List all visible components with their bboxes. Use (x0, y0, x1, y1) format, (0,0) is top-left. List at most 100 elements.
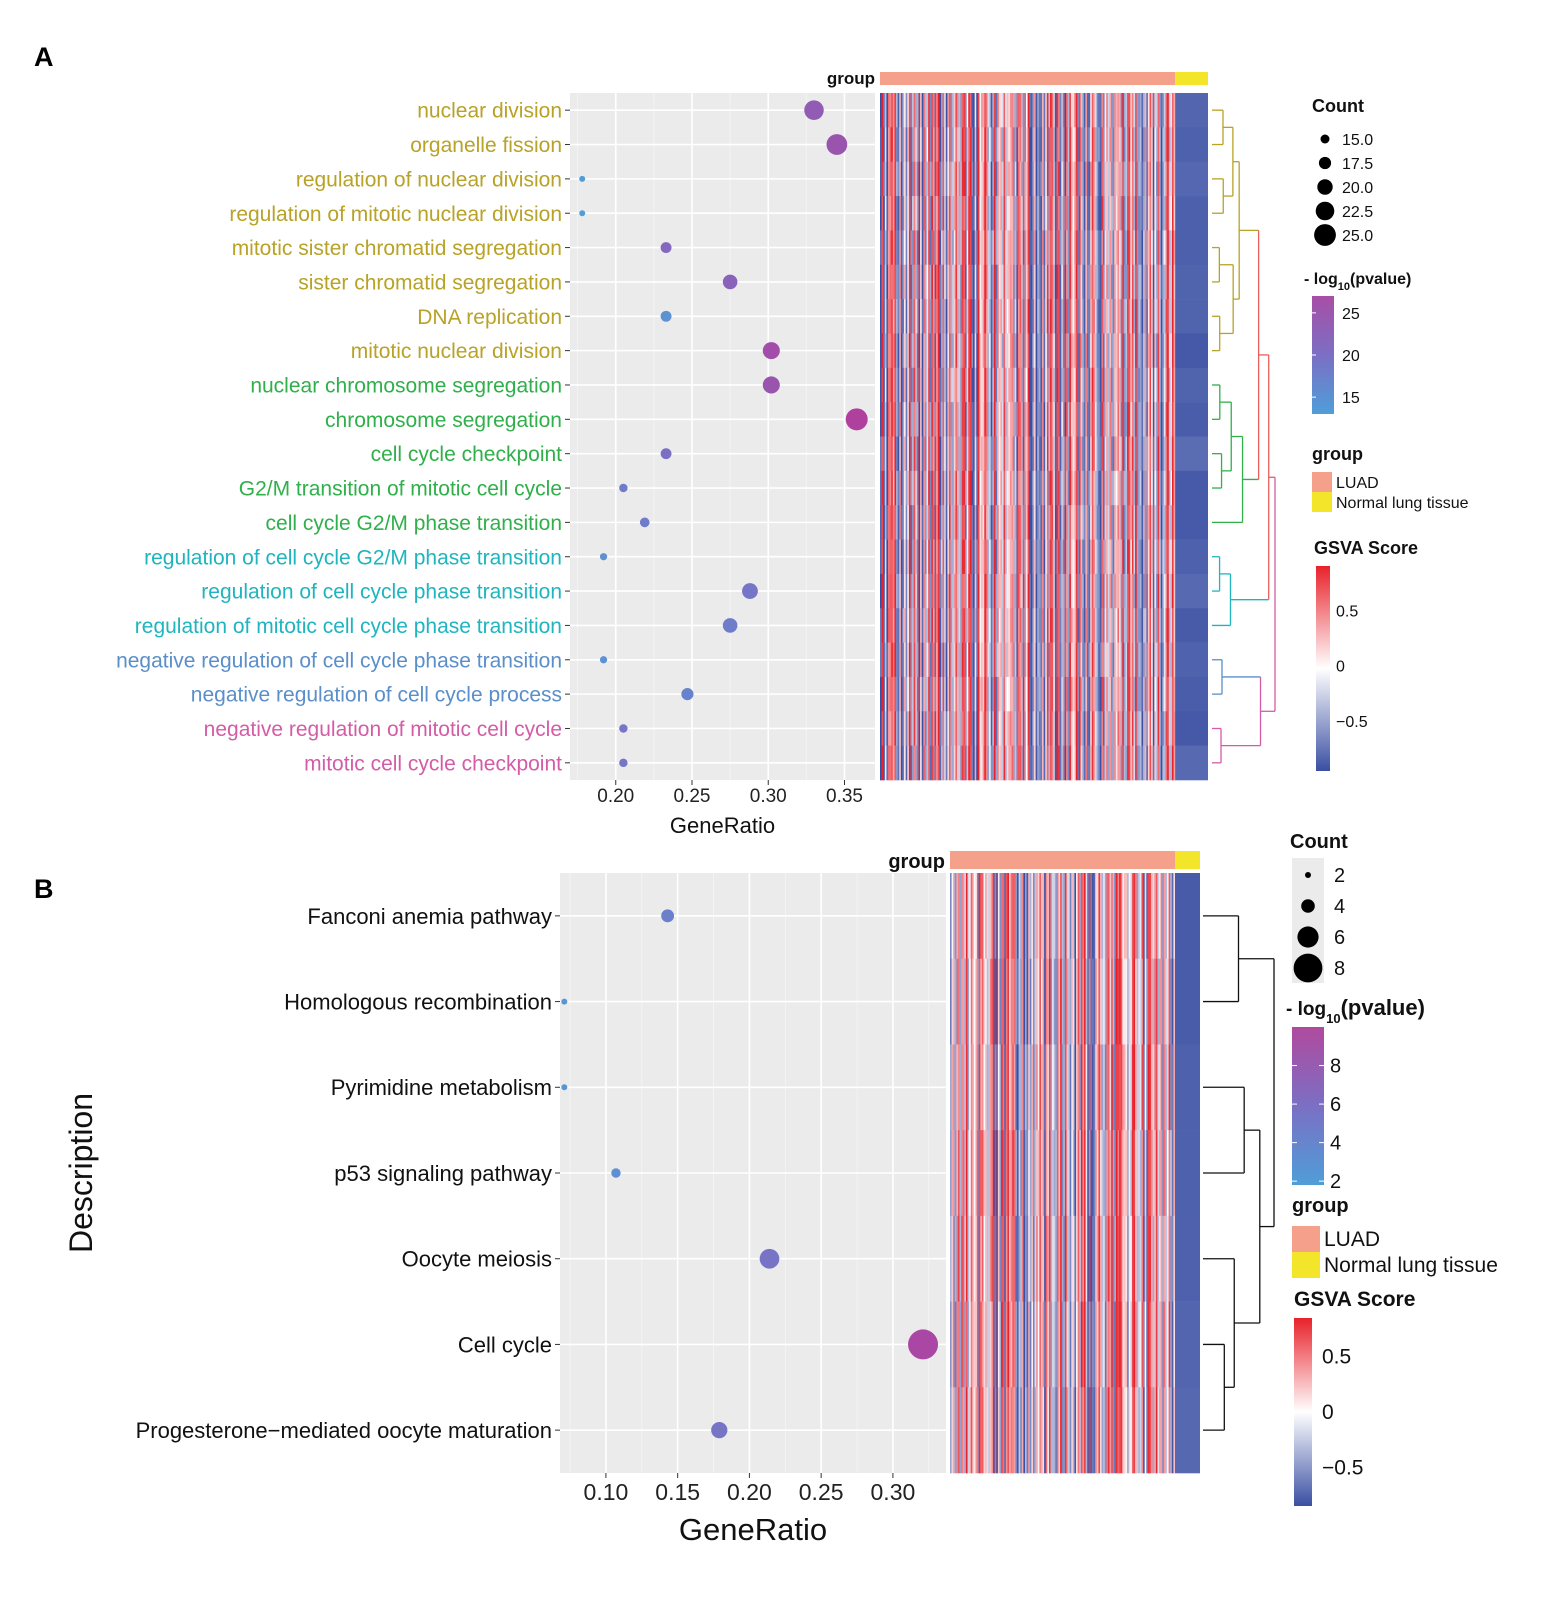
heatmap-cell (971, 539, 974, 575)
heatmap-cell (1130, 873, 1133, 960)
heatmap-cell (1062, 402, 1065, 437)
heatmap-cell (1040, 264, 1043, 300)
heatmap-cell (1039, 1387, 1042, 1474)
heatmap-cell (1135, 402, 1137, 437)
heatmap-cell (1133, 573, 1136, 609)
heatmap-cell (1091, 608, 1094, 643)
heatmap-cell (899, 505, 902, 540)
heatmap-cell (1152, 608, 1155, 643)
heatmap-cell (1093, 539, 1096, 575)
data-point (611, 1168, 621, 1178)
heatmap-cell (962, 1215, 965, 1302)
heatmap-cell (1098, 367, 1101, 403)
heatmap-cell (1040, 299, 1043, 334)
heatmap-cell (1162, 1215, 1165, 1302)
heatmap-cell (1085, 299, 1088, 334)
heatmap-cell (1159, 608, 1162, 643)
heatmap-cell (1096, 873, 1099, 960)
heatmap-cell (1043, 642, 1046, 678)
x-tick-label: 0.10 (584, 1479, 629, 1505)
heatmap-cell (1050, 711, 1052, 746)
heatmap-cell (899, 196, 902, 231)
legend-group-swatch (1312, 472, 1332, 492)
heatmap-cell (1013, 264, 1016, 300)
heatmap-cell (974, 230, 977, 266)
heatmap-cell (1138, 676, 1141, 712)
heatmap-cell (1104, 539, 1107, 575)
heatmap-cell (905, 264, 908, 300)
heatmap-cell (915, 161, 918, 197)
heatmap-cell (1086, 299, 1089, 334)
heatmap-cell (1104, 264, 1107, 300)
legend-pvalue-title-suffix: (pvalue) (1341, 995, 1425, 1020)
heatmap-cell (993, 573, 996, 609)
heatmap-cell (884, 93, 887, 128)
heatmap-cell (1001, 402, 1004, 437)
heatmap-cell (986, 1301, 989, 1388)
heatmap-cell (1019, 573, 1022, 609)
heatmap-cell (1023, 1215, 1026, 1302)
heatmap-cell (1109, 436, 1112, 472)
heatmap-cell (1047, 1301, 1050, 1388)
heatmap-cell (1095, 1301, 1098, 1388)
heatmap-cell (1120, 470, 1123, 506)
heatmap-cell (896, 608, 898, 643)
heatmap-cell (1020, 1301, 1023, 1388)
heatmap-cell (1058, 196, 1060, 231)
heatmap-cell (965, 958, 968, 1045)
heatmap-cell (891, 299, 894, 334)
heatmap-cell (1031, 1044, 1034, 1131)
heatmap-cell (1008, 230, 1011, 266)
heatmap-cell (1078, 93, 1081, 128)
heatmap-cell (1072, 196, 1075, 231)
heatmap-cell (934, 333, 937, 369)
heatmap-cell (1165, 573, 1168, 609)
heatmap-cell (939, 676, 942, 712)
heatmap-cell (1131, 161, 1134, 197)
heatmap-cell (1136, 1387, 1139, 1474)
heatmap-cell (969, 367, 972, 403)
heatmap-cell (1141, 470, 1144, 506)
heatmap-cell (1130, 1215, 1133, 1302)
heatmap-cell (1111, 299, 1113, 334)
heatmap-cell (1099, 333, 1102, 369)
heatmap-cell (1086, 505, 1089, 540)
heatmap-cell (974, 264, 977, 300)
heatmap-cell (1061, 539, 1064, 575)
heatmap-cell (1120, 873, 1123, 960)
heatmap-cell (950, 958, 952, 1045)
heatmap-cell (1062, 539, 1065, 575)
heatmap-cell (1099, 93, 1102, 128)
heatmap-cell (1032, 1387, 1035, 1474)
heatmap-cell (1069, 1215, 1072, 1302)
heatmap-cell (1152, 161, 1155, 197)
heatmap-cell (936, 608, 939, 643)
heatmap-cell (1163, 1387, 1166, 1474)
heatmap-cell (1130, 333, 1133, 369)
heatmap-cell (1091, 93, 1094, 128)
heatmap-cell (1154, 264, 1157, 300)
heatmap-cell (1064, 1130, 1067, 1217)
heatmap-cell (1066, 608, 1068, 643)
heatmap-cell (1103, 505, 1105, 540)
heatmap-cell (900, 470, 903, 506)
heatmap-cell (1027, 676, 1030, 712)
heatmap-cell (981, 711, 983, 746)
heatmap-cell (1136, 608, 1139, 643)
heatmap-cell (1090, 873, 1093, 960)
heatmap-cell (1154, 436, 1157, 472)
heatmap-cell (1069, 333, 1072, 369)
heatmap-cell (1046, 745, 1049, 781)
heatmap-cell (1160, 539, 1163, 575)
heatmap-cell (1168, 1130, 1171, 1217)
heatmap-cell (940, 402, 943, 437)
heatmap-cell (1171, 333, 1174, 369)
heatmap-cell (1053, 676, 1056, 712)
heatmap-cell (910, 367, 913, 403)
heatmap-cell (1022, 676, 1025, 712)
heatmap-cell (950, 470, 953, 506)
heatmap-cell-normal (1175, 196, 1208, 231)
heatmap-cell (968, 93, 971, 128)
heatmap-cell (1040, 711, 1043, 746)
heatmap-cell (960, 436, 963, 472)
